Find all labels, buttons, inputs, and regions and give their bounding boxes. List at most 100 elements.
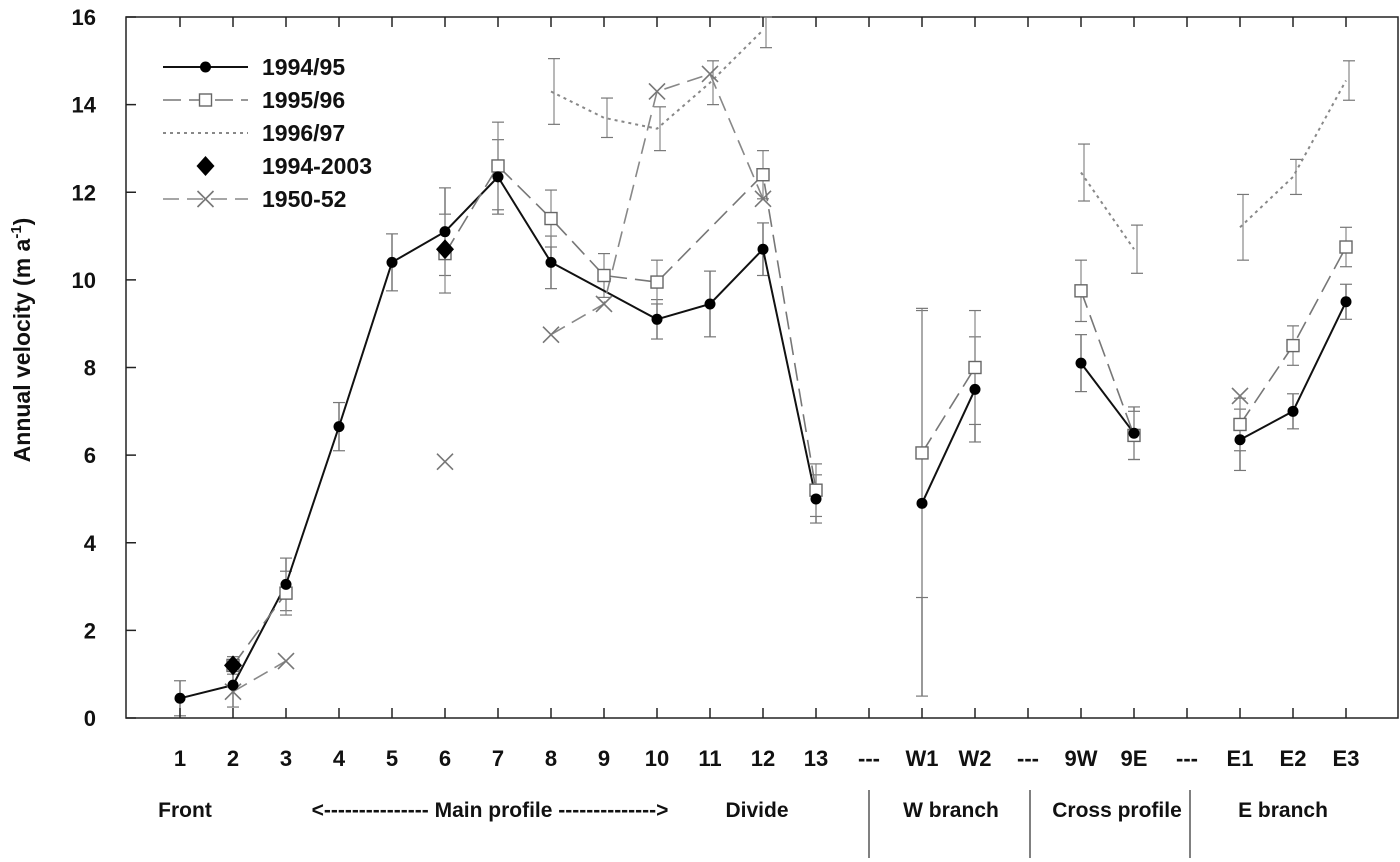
group-dividers bbox=[868, 790, 1191, 858]
legend-label: 1950-52 bbox=[262, 186, 346, 212]
data-point bbox=[544, 211, 558, 226]
series-line bbox=[921, 388, 976, 504]
group-label: <--------------- Main profile ----------… bbox=[312, 799, 669, 822]
data-point bbox=[969, 383, 981, 395]
data-point bbox=[1231, 387, 1249, 405]
data-point bbox=[1286, 338, 1300, 353]
x-tick-label: 10 bbox=[645, 746, 669, 771]
data-point bbox=[968, 360, 982, 375]
data-point bbox=[1233, 417, 1247, 432]
x-tick-label: E2 bbox=[1280, 746, 1307, 771]
x-tick-label: --- bbox=[858, 746, 880, 771]
data-point bbox=[1128, 427, 1140, 439]
y-axis-ticks: 0 2 4 6 8 10 12 14 16 bbox=[72, 5, 136, 731]
x-tick-label: 9E bbox=[1121, 746, 1148, 771]
y-axis-title: Annual velocity (m a-1) bbox=[8, 218, 35, 463]
series-line bbox=[1080, 290, 1135, 436]
y-tick-label: 12 bbox=[72, 180, 96, 205]
y-tick-label: 6 bbox=[84, 443, 96, 468]
legend-swatch-marker bbox=[196, 190, 215, 208]
x-tick-label: 3 bbox=[280, 746, 292, 771]
data-point bbox=[277, 652, 295, 670]
data-point bbox=[224, 655, 242, 676]
x-tick-label: --- bbox=[1017, 746, 1039, 771]
data-point bbox=[545, 256, 557, 268]
series-line bbox=[921, 367, 976, 454]
x-tick-label: E3 bbox=[1333, 746, 1360, 771]
series-line bbox=[179, 175, 817, 700]
series-line bbox=[232, 592, 287, 666]
series-line bbox=[1080, 171, 1135, 250]
data-point bbox=[1074, 284, 1088, 298]
data-point bbox=[280, 578, 292, 590]
x-tick-label: 1 bbox=[174, 746, 186, 771]
y-tick-label: 16 bbox=[72, 5, 96, 30]
data-point bbox=[436, 453, 454, 471]
error-bars bbox=[174, 16, 1355, 717]
data-point bbox=[704, 298, 716, 310]
group-label: W branch bbox=[903, 799, 999, 822]
group-label: Divide bbox=[725, 799, 788, 822]
group-label: Front bbox=[158, 799, 212, 822]
y-tick-label: 10 bbox=[72, 268, 96, 293]
data-point bbox=[595, 295, 613, 313]
y-tick-label: 14 bbox=[72, 93, 97, 118]
data-point bbox=[542, 326, 560, 344]
data-point bbox=[1340, 296, 1352, 308]
data-point bbox=[754, 190, 772, 208]
x-axis-ticks: 1 2 3 4 5 6 7 8 9 10 11 12 13 --- W1 W2 --- 9W 9E --- E1 E2 E3 bbox=[174, 17, 1360, 771]
data-point bbox=[648, 82, 666, 101]
data-point bbox=[651, 313, 663, 325]
data-point bbox=[491, 159, 505, 173]
x-tick-label: 9 bbox=[598, 746, 610, 771]
series-line bbox=[1239, 80, 1347, 229]
series-lines bbox=[179, 29, 1347, 700]
group-label: E branch bbox=[1238, 799, 1328, 822]
x-tick-label: 12 bbox=[751, 746, 775, 771]
x-tick-label: 2 bbox=[227, 746, 239, 771]
y-tick-label: 8 bbox=[84, 356, 96, 381]
data-point bbox=[436, 239, 454, 260]
y-tick-label: 4 bbox=[84, 531, 97, 556]
x-tick-label: W2 bbox=[959, 746, 992, 771]
legend-swatch-marker bbox=[198, 93, 213, 107]
data-point bbox=[439, 226, 451, 238]
series-line bbox=[232, 660, 287, 693]
x-tick-label: --- bbox=[1176, 746, 1198, 771]
data-point bbox=[1075, 357, 1087, 369]
data-point bbox=[701, 65, 719, 83]
data-point bbox=[810, 493, 822, 505]
x-tick-label: 4 bbox=[333, 746, 346, 771]
data-point bbox=[756, 168, 770, 182]
y-tick-label: 2 bbox=[84, 618, 96, 643]
legend-label: 1996/97 bbox=[262, 120, 345, 146]
data-point bbox=[1339, 240, 1353, 254]
data-point bbox=[227, 679, 239, 691]
group-label: Cross profile bbox=[1052, 799, 1182, 822]
x-tick-label: 9W bbox=[1065, 746, 1098, 771]
legend-swatch-marker bbox=[196, 156, 215, 176]
data-point bbox=[915, 446, 929, 460]
data-point bbox=[1234, 434, 1246, 446]
x-tick-label: W1 bbox=[906, 746, 939, 771]
data-point bbox=[1287, 405, 1299, 417]
x-tick-label: 7 bbox=[492, 746, 504, 771]
group-labels: Front <--------------- Main profile -----… bbox=[158, 799, 1328, 822]
data-point bbox=[492, 171, 504, 183]
data-point bbox=[597, 268, 611, 283]
y-tick-label: 0 bbox=[84, 706, 96, 731]
x-tick-label: 13 bbox=[804, 746, 828, 771]
legend-label: 1994/95 bbox=[262, 54, 345, 80]
series-line bbox=[550, 29, 764, 130]
legend-label: 1995/96 bbox=[262, 87, 345, 113]
data-point bbox=[386, 256, 398, 268]
data-point bbox=[757, 243, 769, 255]
data-point bbox=[650, 275, 664, 289]
x-tick-label: 6 bbox=[439, 746, 451, 771]
legend-swatch-marker bbox=[200, 61, 211, 73]
series-line bbox=[1080, 362, 1135, 434]
data-point bbox=[916, 497, 928, 509]
x-tick-label: 11 bbox=[698, 746, 721, 771]
legend: 1994/95 1995/96 1996/97 1994-2003 1950-52 bbox=[163, 54, 372, 212]
